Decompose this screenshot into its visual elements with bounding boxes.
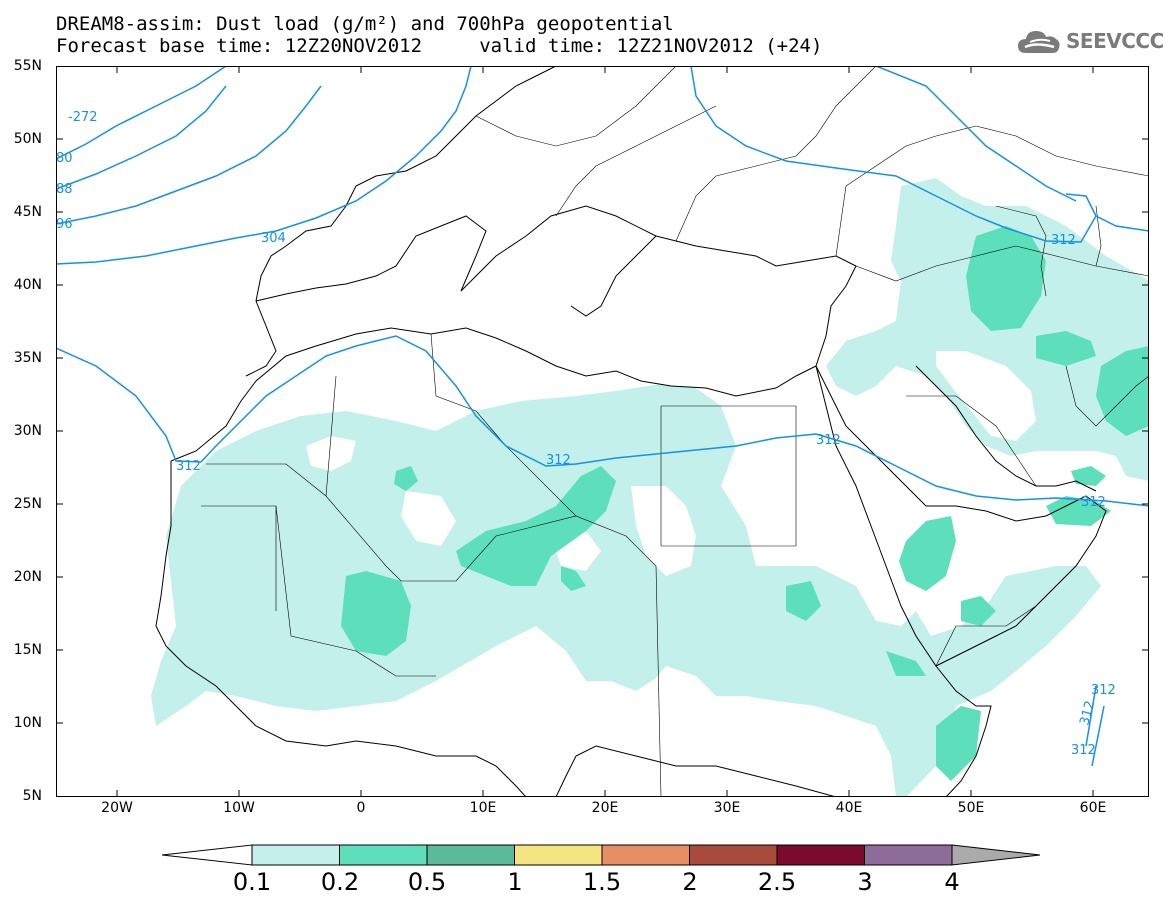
colorbar-label: 0.1	[232, 868, 272, 896]
lat-label: 45N	[13, 204, 42, 220]
colorbar-high-arrow	[951, 844, 1041, 866]
lat-label: 15N	[13, 642, 42, 658]
colorbar-label: 2	[682, 868, 698, 896]
contour-label: 80	[56, 151, 73, 166]
lat-label: 20N	[13, 569, 42, 585]
lat-label: 10N	[13, 715, 42, 731]
contour-label: 88	[56, 182, 73, 197]
colorbar-cell	[601, 844, 690, 866]
coastlines	[155, 66, 1107, 797]
contour-label: 312	[1091, 683, 1116, 698]
lon-label: 30E	[713, 800, 741, 816]
seevccc-logo: SEEVCCC	[1016, 24, 1164, 58]
dust-area-mid	[341, 226, 1149, 781]
colorbar-label: 1	[507, 868, 523, 896]
dust-load-map: -272 80 88 96 304 312 312 312 312 312 31…	[56, 66, 1149, 797]
lat-label: 5N	[22, 788, 42, 804]
colorbar-label: 1.5	[582, 868, 622, 896]
geopotential-contours	[56, 66, 1149, 767]
colorbar-cell	[251, 844, 340, 866]
contour-label: 312	[1071, 743, 1096, 758]
lat-label: 25N	[13, 496, 42, 512]
contour-label: 96	[56, 217, 73, 232]
axis-ticks	[56, 66, 1149, 797]
lat-label: 35N	[13, 350, 42, 366]
colorbar-low-arrow	[162, 844, 253, 866]
contour-label: 312	[1081, 495, 1106, 510]
map-title: DREAM8-assim: Dust load (g/m²) and 700hP…	[56, 13, 674, 35]
lon-label: 20W	[101, 800, 133, 816]
colorbar-label: 0.5	[407, 868, 447, 896]
colorbar-cell	[864, 844, 953, 866]
lat-label: 50N	[13, 131, 42, 147]
contour-label: 304	[261, 231, 286, 246]
lon-label: 40E	[835, 800, 863, 816]
lat-label: 40N	[13, 277, 42, 293]
contour-label: 312	[546, 453, 571, 468]
colorbar-label: 0.2	[320, 868, 360, 896]
lon-label: 10E	[469, 800, 497, 816]
colorbar	[162, 844, 1041, 866]
forecast-time-subtitle: Forecast base time: 12Z20NOV2012 valid t…	[56, 35, 823, 57]
colorbar-label: 3	[857, 868, 873, 896]
lon-label: 10W	[223, 800, 255, 816]
country-borders	[201, 66, 1149, 797]
colorbar-cell	[426, 844, 515, 866]
colorbar-cell	[689, 844, 778, 866]
colorbar-label: 4	[944, 868, 960, 896]
contour-labels: -272 80 88 96 304 312 312 312 312 312 31…	[56, 110, 1116, 758]
contour-label: 312	[816, 433, 841, 448]
lat-label: 30N	[13, 423, 42, 439]
contour-label: 312	[1077, 699, 1098, 727]
lon-label: 20E	[591, 800, 619, 816]
lon-label: 50E	[957, 800, 985, 816]
dust-area-low	[151, 178, 1149, 797]
colorbar-cell	[339, 844, 428, 866]
lon-label: 60E	[1079, 800, 1107, 816]
colorbar-label: 2.5	[757, 868, 797, 896]
logo-text: SEEVCCC	[1066, 29, 1164, 53]
lon-label: 0	[356, 800, 366, 816]
cloud-icon	[1018, 31, 1060, 53]
contour-label: 312	[176, 459, 201, 474]
contour-label: 312	[1051, 233, 1076, 248]
colorbar-cell	[776, 844, 865, 866]
dust-clear-areas	[306, 351, 1046, 576]
colorbar-cell	[514, 844, 603, 866]
contour-label: -272	[68, 110, 98, 125]
lat-label: 55N	[13, 58, 42, 74]
